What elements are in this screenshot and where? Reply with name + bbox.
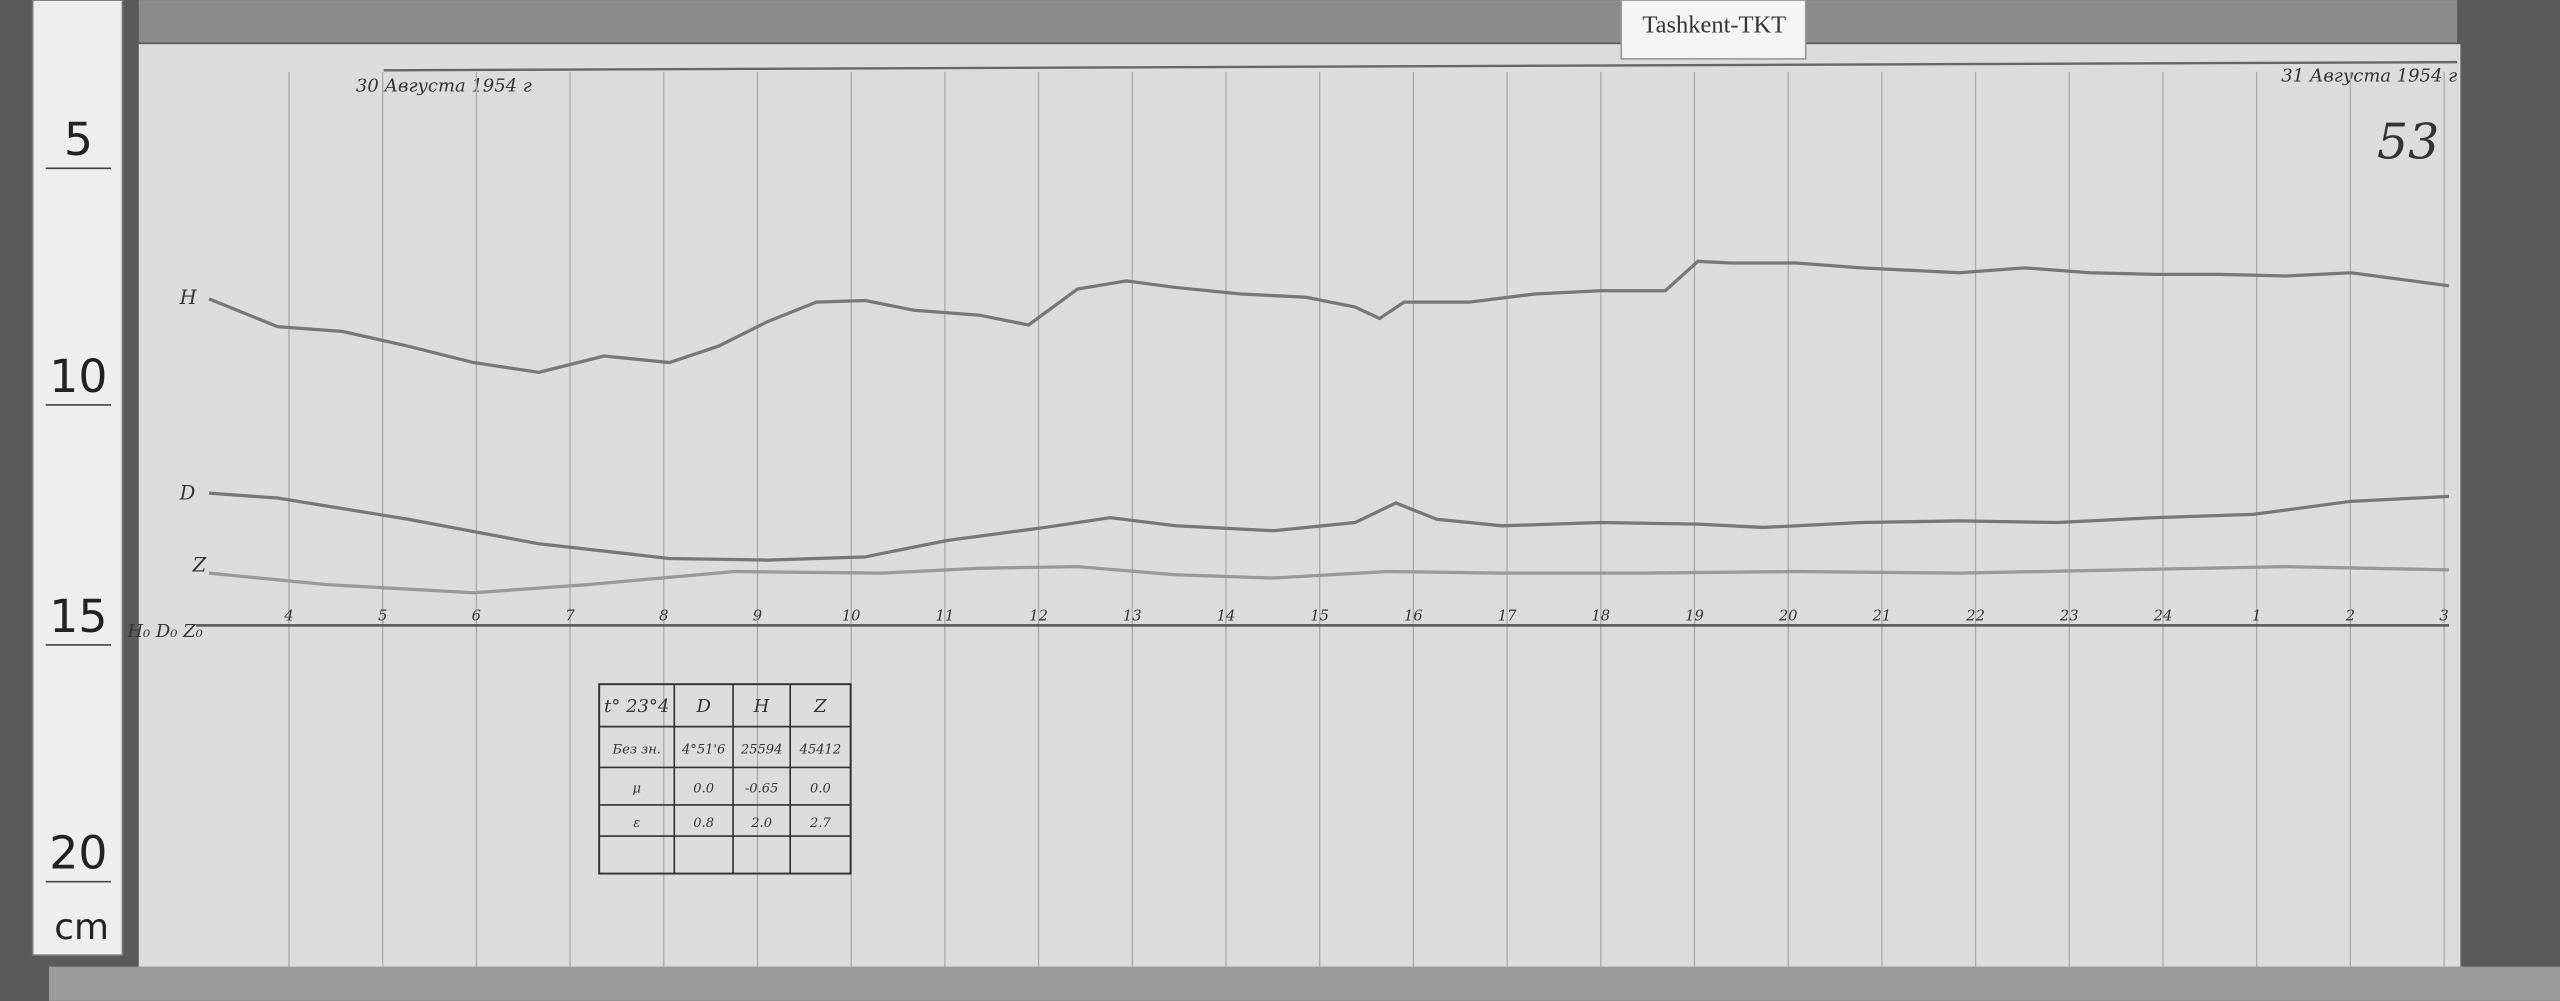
ruler-number: 20 — [49, 827, 107, 880]
table-cell: -0.65 — [745, 782, 778, 797]
ruler-number: 5 — [64, 113, 93, 166]
table-cell: H — [753, 696, 770, 717]
hour-label: 5 — [378, 608, 387, 625]
table-cell: ε — [633, 816, 640, 831]
baseline-labels: H₀ D₀ Z₀ — [126, 621, 202, 642]
hour-label: 13 — [1123, 608, 1142, 625]
hour-label: 24 — [2153, 608, 2173, 625]
hour-label: 3 — [2439, 608, 2448, 625]
table-cell: 2.0 — [750, 816, 772, 831]
paper — [138, 44, 2461, 972]
date-end: 31 Августа 1954 г — [2281, 66, 2457, 87]
table-cell: 25594 — [740, 743, 783, 758]
hour-label: 14 — [1217, 608, 1236, 625]
date-start: 30 Августа 1954 г — [356, 76, 532, 97]
hour-label: 1 — [2252, 608, 2261, 625]
trace-label-d: D — [179, 482, 196, 505]
hour-label: 4 — [283, 608, 293, 625]
table-cell: 2.7 — [809, 816, 831, 831]
trace-d — [208, 491, 2450, 562]
ruler-unit: cm — [54, 907, 109, 948]
hour-label: 12 — [1029, 608, 1048, 625]
hour-label: 19 — [1685, 608, 1704, 625]
trace-z — [208, 564, 2450, 595]
table-cell: t° 23°4 — [604, 696, 669, 717]
table-cell: Без зн. — [612, 743, 661, 758]
label-card — [1620, 0, 1807, 60]
table-cell: 0.0 — [810, 782, 831, 797]
hour-label: 6 — [472, 608, 481, 625]
hour-label: 10 — [842, 608, 861, 625]
hour-label: 8 — [659, 608, 668, 625]
hour-label: 15 — [1310, 608, 1329, 625]
hour-label: 2 — [2345, 608, 2355, 625]
table-cell: 0.8 — [693, 816, 714, 831]
sheet-number: 53 — [2377, 113, 2439, 170]
board-bottom — [48, 966, 2560, 1001]
table-cell: 45412 — [799, 743, 842, 758]
trace-label-z: Z — [192, 554, 207, 577]
hour-label: 11 — [936, 608, 955, 625]
table-cell: D — [695, 696, 710, 717]
hour-label: 18 — [1591, 608, 1610, 625]
table-cell: 4°51'6 — [681, 743, 725, 758]
hour-label: 17 — [1498, 608, 1517, 625]
trace-label-h: H — [179, 286, 198, 309]
hour-label: 23 — [2059, 608, 2079, 625]
ruler — [31, 0, 124, 957]
hour-label: 9 — [753, 608, 762, 625]
hour-label: 20 — [1778, 608, 1798, 625]
ruler-number: 10 — [49, 350, 107, 403]
ruler-number: 15 — [49, 590, 107, 643]
hour-label: 16 — [1404, 608, 1423, 625]
trace-h — [208, 259, 2450, 374]
top-rule — [383, 60, 2458, 72]
station-label: Tashkent-TKT — [1642, 12, 1786, 39]
table-cell: Z — [813, 696, 827, 717]
table-frame — [598, 683, 852, 875]
board-top — [138, 0, 2458, 43]
hour-label: 21 — [1872, 608, 1892, 625]
hour-label: 7 — [565, 608, 575, 625]
hour-label: 22 — [1965, 608, 1985, 625]
table-cell: 0.0 — [693, 782, 714, 797]
table-cell: μ — [632, 782, 640, 797]
